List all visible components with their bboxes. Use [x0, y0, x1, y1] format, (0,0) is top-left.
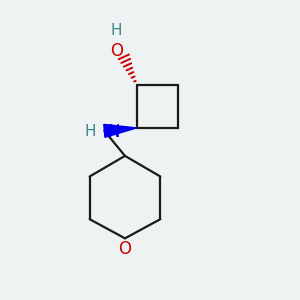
Text: O: O: [118, 240, 131, 258]
Text: O: O: [110, 42, 123, 60]
Text: H: H: [85, 124, 96, 139]
Text: H: H: [110, 23, 122, 38]
Text: N: N: [107, 123, 119, 141]
Polygon shape: [104, 124, 137, 137]
